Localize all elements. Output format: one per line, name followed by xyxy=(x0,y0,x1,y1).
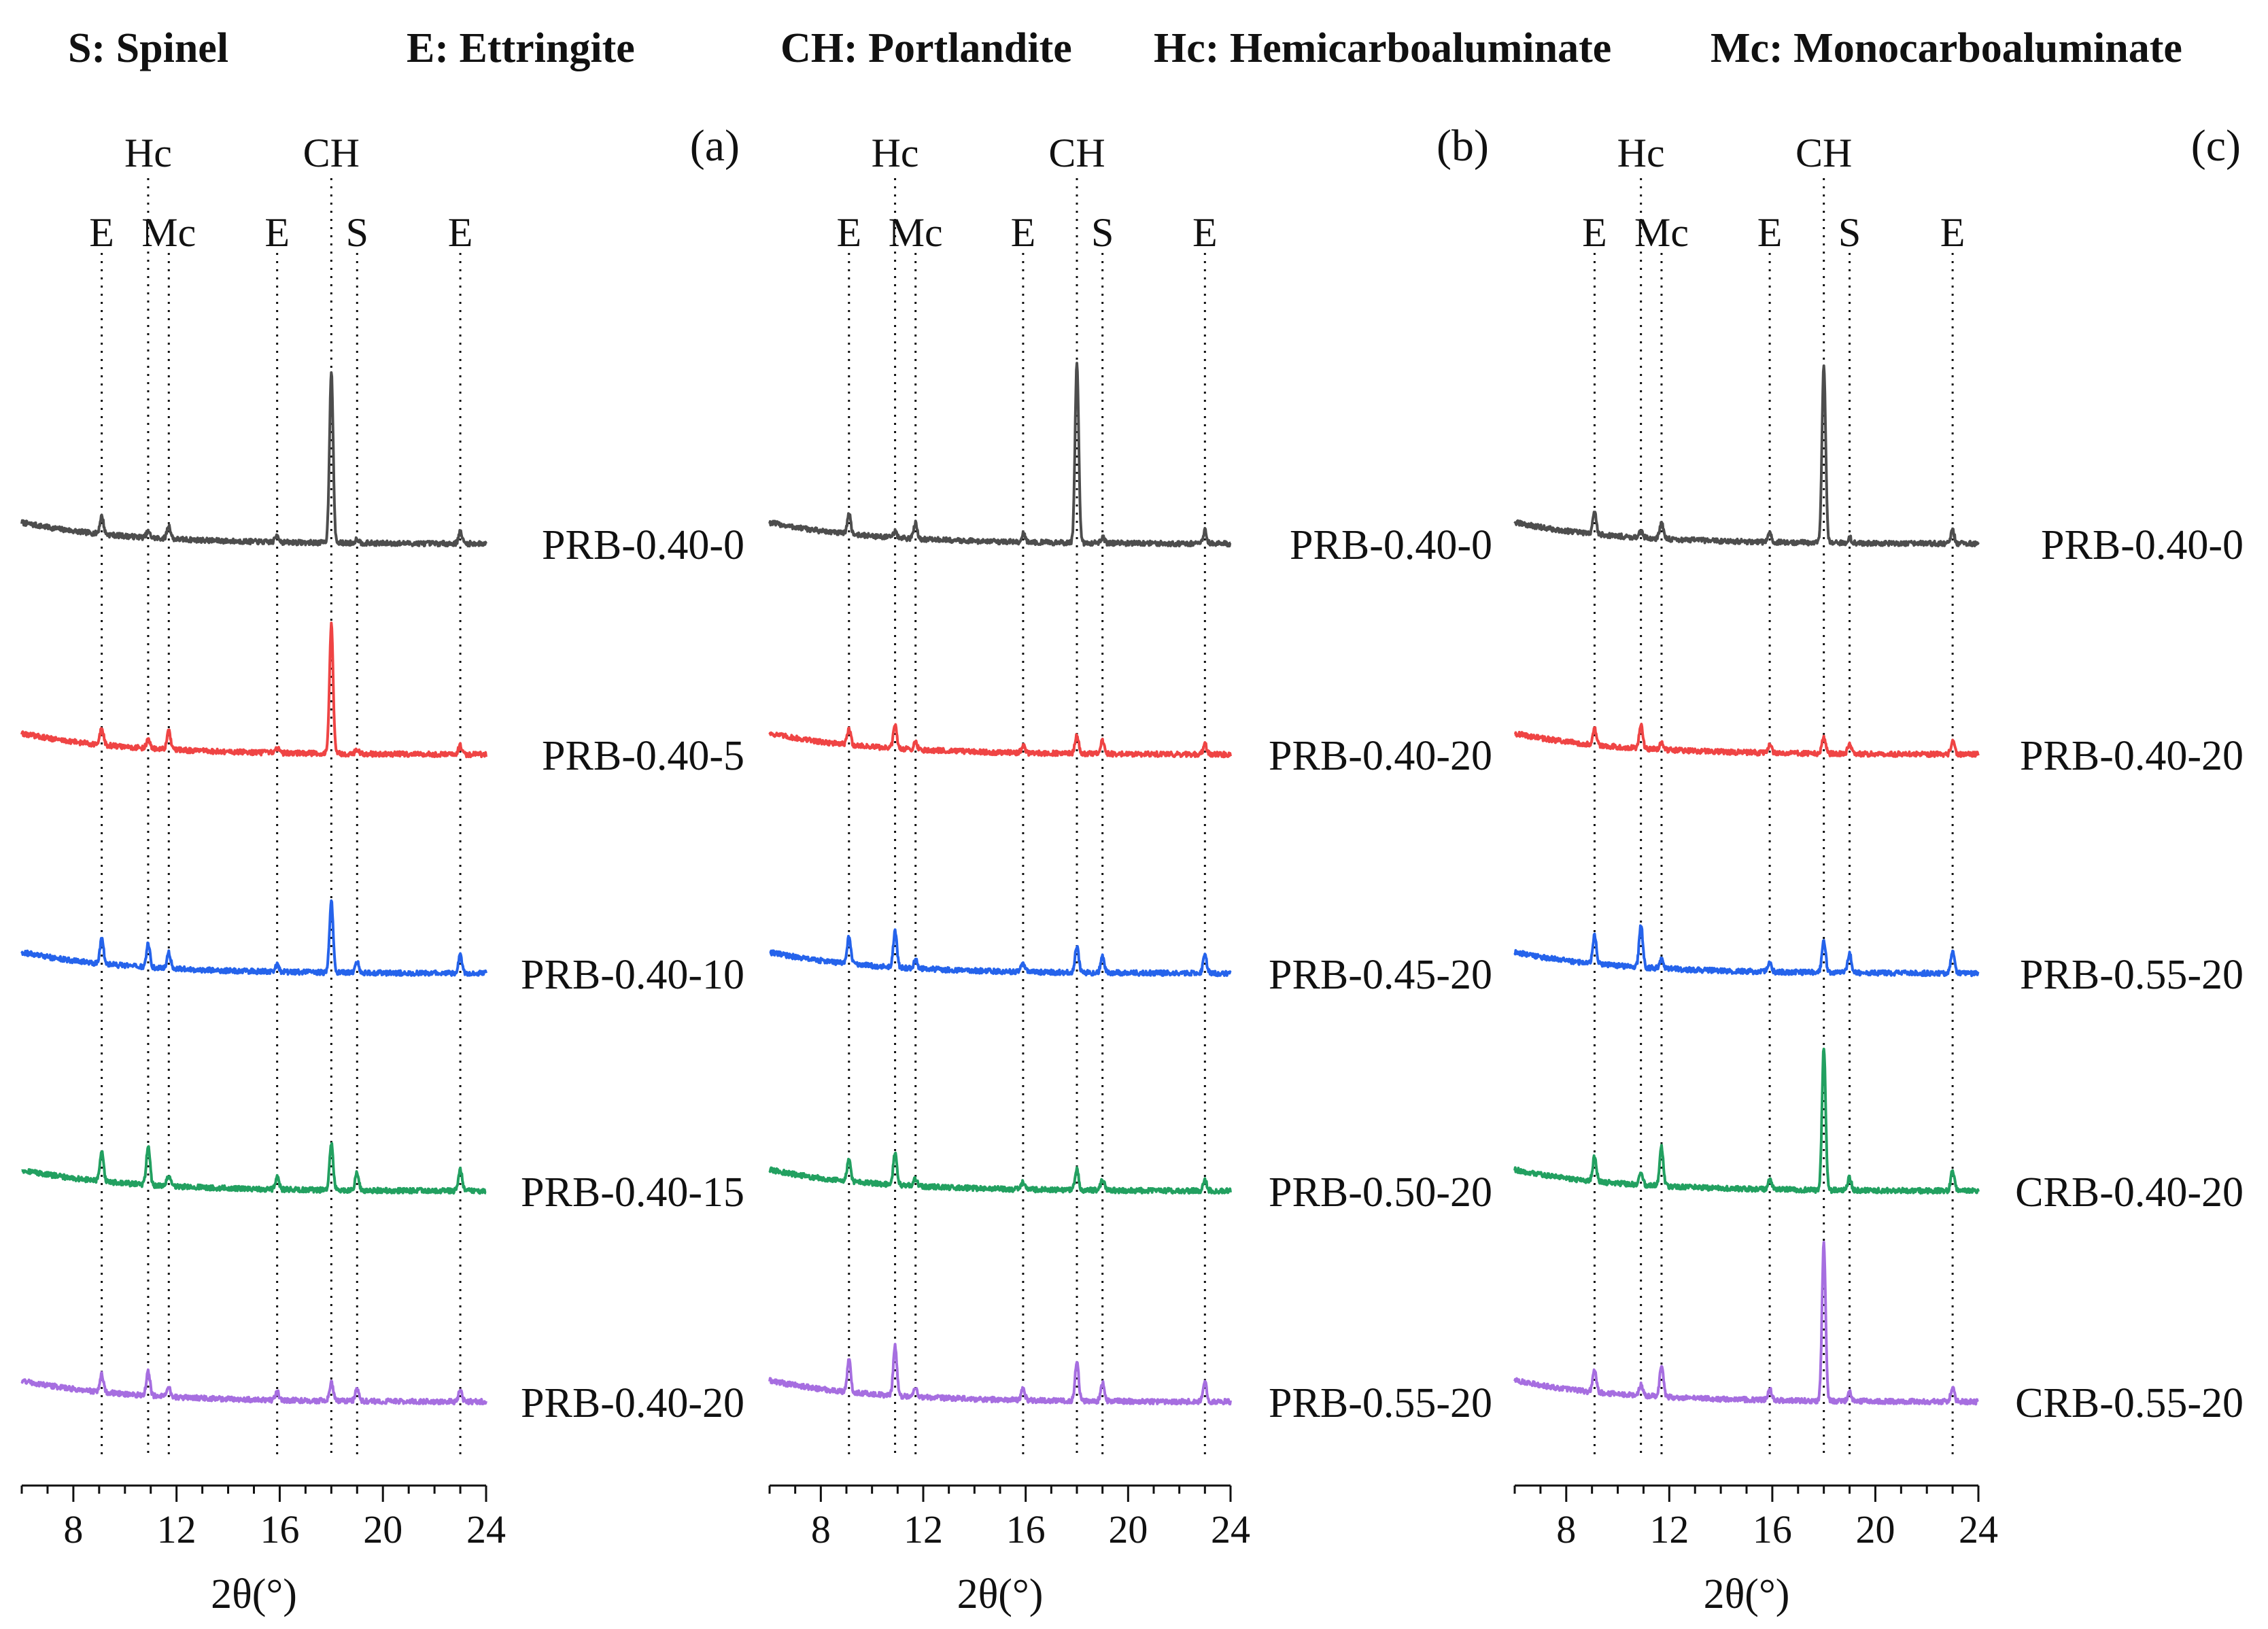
legend-portlandite: CH: Portlandite xyxy=(780,25,1072,71)
series-label: PRB-0.45-20 xyxy=(1269,952,1492,998)
phase-marker-ch: CH xyxy=(1048,131,1105,175)
legend-spinel: S: Spinel xyxy=(68,25,229,71)
phase-marker-hc: Hc xyxy=(1617,131,1665,175)
series-trace xyxy=(20,1368,487,1406)
phase-marker-e: E xyxy=(264,210,290,255)
panel-label: (a) xyxy=(690,121,740,171)
legend-ettringite: E: Ettringite xyxy=(407,25,635,71)
series-label: PRB-0.40-20 xyxy=(1269,733,1492,779)
series-trace xyxy=(1513,1047,1980,1195)
series-label: PRB-0.55-20 xyxy=(2020,952,2244,998)
phase-marker-s: S xyxy=(1091,210,1114,255)
phase-marker-e: E xyxy=(89,210,114,255)
x-tick-label: 24 xyxy=(466,1507,506,1551)
x-tick-label: 24 xyxy=(1959,1507,1998,1551)
series-label: PRB-0.50-20 xyxy=(1269,1169,1492,1216)
x-tick-label: 12 xyxy=(904,1507,943,1551)
legend-monocarboaluminate: Mc: Monocarboaluminate xyxy=(1711,25,2182,71)
phase-marker-e: E xyxy=(1757,210,1783,255)
x-tick-label: 20 xyxy=(363,1507,402,1551)
phase-marker-mc: Mc xyxy=(1634,210,1689,255)
x-tick-label: 16 xyxy=(260,1507,299,1551)
series-label: PRB-0.40-0 xyxy=(542,522,744,568)
x-tick-label: 16 xyxy=(1006,1507,1046,1551)
series-trace xyxy=(1513,723,1980,758)
x-tick-label: 20 xyxy=(1855,1507,1895,1551)
series-label: PRB-0.40-0 xyxy=(2041,522,2244,568)
phase-marker-e: E xyxy=(836,210,861,255)
series-trace xyxy=(1513,364,1980,548)
series-trace xyxy=(20,1142,487,1195)
series-trace xyxy=(20,621,487,759)
phase-marker-ch: CH xyxy=(1796,131,1852,175)
phase-marker-mc: Mc xyxy=(141,210,196,255)
series-trace xyxy=(768,723,1232,759)
x-tick-label: 8 xyxy=(811,1507,831,1551)
x-tick-label: 16 xyxy=(1753,1507,1792,1551)
series-trace xyxy=(768,1343,1232,1406)
x-tick-label: 8 xyxy=(1556,1507,1576,1551)
series-trace xyxy=(1513,924,1980,978)
phase-marker-ch: CH xyxy=(303,131,360,175)
phase-marker-mc: Mc xyxy=(889,210,943,255)
phase-marker-e: E xyxy=(448,210,473,255)
series-trace xyxy=(20,899,487,977)
x-tick-label: 12 xyxy=(1649,1507,1689,1551)
series-trace xyxy=(768,928,1232,978)
x-axis-label: 2θ(°) xyxy=(957,1571,1044,1617)
x-axis-label: 2θ(°) xyxy=(211,1571,297,1617)
x-axis-label: 2θ(°) xyxy=(1704,1571,1790,1617)
panel-label: (c) xyxy=(2191,121,2241,171)
series-label: PRB-0.40-15 xyxy=(521,1169,744,1216)
series-label: PRB-0.55-20 xyxy=(1269,1380,1492,1426)
phase-marker-s: S xyxy=(1838,210,1861,255)
phase-marker-hc: Hc xyxy=(872,131,919,175)
x-tick-label: 12 xyxy=(157,1507,196,1551)
series-trace xyxy=(20,371,487,548)
legend-hemicarboaluminate: Hc: Hemicarboaluminate xyxy=(1154,25,1612,71)
phase-marker-e: E xyxy=(1940,210,1965,255)
x-tick-label: 8 xyxy=(63,1507,83,1551)
x-tick-label: 20 xyxy=(1108,1507,1148,1551)
panel-label: (b) xyxy=(1437,121,1489,171)
series-trace xyxy=(1513,1241,1980,1406)
series-trace xyxy=(768,362,1232,548)
series-label: PRB-0.40-20 xyxy=(521,1380,744,1426)
series-label: CRB-0.55-20 xyxy=(2015,1380,2244,1426)
phase-marker-s: S xyxy=(346,210,368,255)
phase-marker-e: E xyxy=(1011,210,1036,255)
series-label: PRB-0.40-10 xyxy=(521,952,744,998)
series-label: PRB-0.40-5 xyxy=(542,733,744,779)
phase-legend: S: Spinel E: Ettringite CH: Portlandite … xyxy=(0,0,2268,95)
series-label: PRB-0.40-0 xyxy=(1290,522,1492,568)
series-label: PRB-0.40-20 xyxy=(2020,733,2244,779)
phase-marker-hc: Hc xyxy=(124,131,172,175)
series-trace xyxy=(768,1151,1232,1195)
phase-marker-e: E xyxy=(1192,210,1218,255)
x-tick-label: 24 xyxy=(1211,1507,1250,1551)
series-label: CRB-0.40-20 xyxy=(2015,1169,2244,1216)
phase-marker-e: E xyxy=(1582,210,1607,255)
